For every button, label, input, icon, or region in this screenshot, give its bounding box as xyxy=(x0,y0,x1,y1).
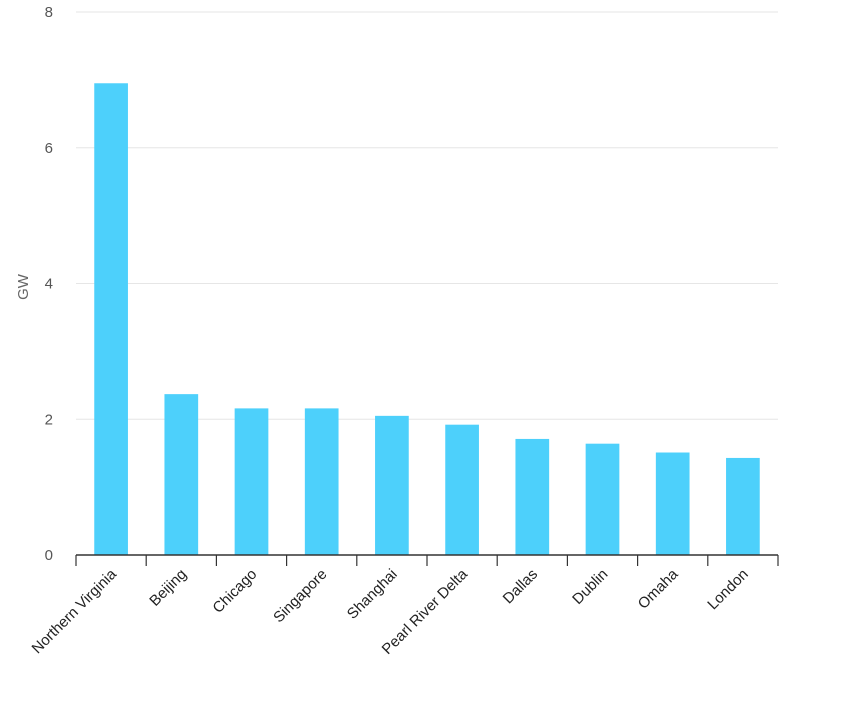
x-tick-label: Chicago xyxy=(209,566,260,617)
x-tick-label: Beijing xyxy=(146,566,190,610)
bars xyxy=(94,83,760,556)
x-tick-label: Omaha xyxy=(635,565,682,612)
bar xyxy=(234,408,269,555)
bar xyxy=(445,424,479,555)
bar xyxy=(94,83,128,556)
bar xyxy=(655,452,690,555)
bar xyxy=(515,438,550,555)
bar xyxy=(304,408,339,555)
bar xyxy=(375,415,409,555)
x-tick-label: Dallas xyxy=(500,566,541,607)
x-tick-label: Singapore xyxy=(270,566,330,626)
y-axis-ticks: 0 2 4 6 8 xyxy=(45,4,53,564)
y-tick-label: 2 xyxy=(45,411,53,428)
bar xyxy=(585,443,620,555)
x-tick-label: Dublin xyxy=(569,566,611,608)
x-tick-label: London xyxy=(704,566,751,613)
x-tick-label: Northern Virginia xyxy=(29,565,121,657)
x-tick-label: Shanghai xyxy=(344,566,401,623)
x-axis xyxy=(75,554,779,566)
y-axis-title: GW xyxy=(15,273,32,300)
x-axis-labels: Northern Virginia Beijing Chicago Singapore… xyxy=(29,565,752,658)
y-tick-label: 6 xyxy=(45,140,53,157)
gridlines xyxy=(76,11,778,420)
y-tick-label: 8 xyxy=(45,4,53,21)
y-tick-label: 4 xyxy=(45,276,53,293)
bar xyxy=(726,457,760,555)
bar xyxy=(164,394,199,555)
y-tick-label: 0 xyxy=(45,547,53,564)
